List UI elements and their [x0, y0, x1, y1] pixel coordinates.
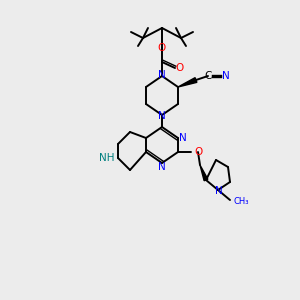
Text: CH₃: CH₃ [233, 196, 248, 206]
Text: N: N [158, 162, 166, 172]
Polygon shape [200, 165, 208, 181]
Text: O: O [194, 147, 202, 157]
Text: C: C [204, 71, 212, 81]
Polygon shape [178, 78, 197, 87]
Text: O: O [176, 63, 184, 73]
Text: N: N [179, 133, 187, 143]
Text: N: N [215, 186, 223, 196]
Text: NH: NH [98, 153, 114, 163]
Text: O: O [158, 43, 166, 53]
Text: N: N [158, 70, 166, 80]
Text: N: N [222, 71, 230, 81]
Text: N: N [158, 111, 166, 121]
